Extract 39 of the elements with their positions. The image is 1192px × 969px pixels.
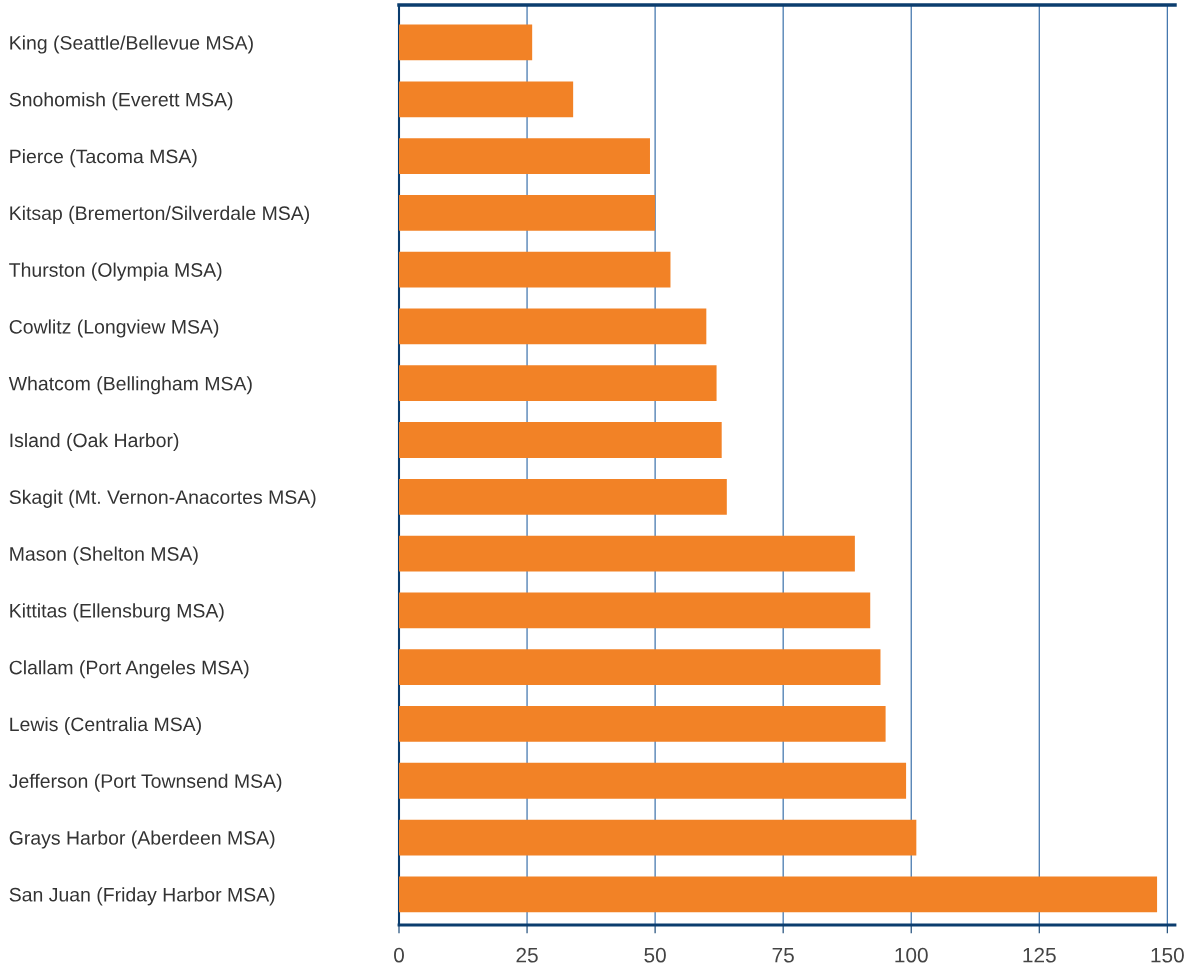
y-tick-label: Jefferson (Port Townsend MSA) <box>9 773 282 792</box>
bar <box>399 251 671 288</box>
x-tick-label: 75 <box>772 947 794 963</box>
y-tick-label: Kittitas (Ellensburg MSA) <box>10 603 224 622</box>
y-tick-label: Pierce (Tacoma MSA) <box>10 149 197 168</box>
bar <box>399 24 533 61</box>
bar <box>399 876 1158 913</box>
bar <box>399 138 650 174</box>
bar <box>399 535 855 572</box>
y-tick-label: Thurston (Olympia MSA) <box>9 262 222 281</box>
x-tick-label: 25 <box>516 947 538 963</box>
bar <box>399 365 717 402</box>
y-tick-label: Mason (Shelton MSA) <box>10 546 198 565</box>
bar <box>399 649 881 686</box>
y-tick-label: Snohomish (Everett MSA) <box>9 92 233 111</box>
bar <box>399 194 656 231</box>
y-tick-label: San Juan (Friday Harbor MSA) <box>9 887 275 906</box>
bar <box>399 706 886 742</box>
x-tick-label: 100 <box>895 947 928 963</box>
bar <box>399 478 727 515</box>
bar <box>399 81 574 118</box>
y-tick-label: Clallam (Port Angeles MSA) <box>9 660 249 679</box>
y-tick-label: Skagit (Mt. Vernon-Anacortes MSA) <box>9 489 316 508</box>
x-tick-label: 125 <box>1023 947 1056 963</box>
x-tick-label: 150 <box>1151 947 1184 963</box>
bar <box>399 592 871 629</box>
bar <box>399 422 722 458</box>
bar <box>399 762 907 799</box>
y-tick-label: Whatcom (Bellingham MSA) <box>8 376 252 395</box>
x-tick-label: 50 <box>644 947 666 963</box>
y-tick-label: Island (Oak Harbor) <box>10 432 179 452</box>
bar <box>399 819 917 856</box>
x-tick-label: 0 <box>394 947 404 963</box>
y-tick-label: Grays Harbor (Aberdeen MSA) <box>9 830 275 849</box>
y-tick-label: Cowlitz (Longview MSA) <box>9 319 219 338</box>
y-tick-label: King (Seattle/Bellevue MSA) <box>10 35 253 54</box>
bar <box>399 308 707 345</box>
y-tick-label: Lewis (Centralia MSA) <box>10 716 201 736</box>
y-tick-label: Kitsap (Bremerton/Silverdale MSA) <box>10 205 310 224</box>
